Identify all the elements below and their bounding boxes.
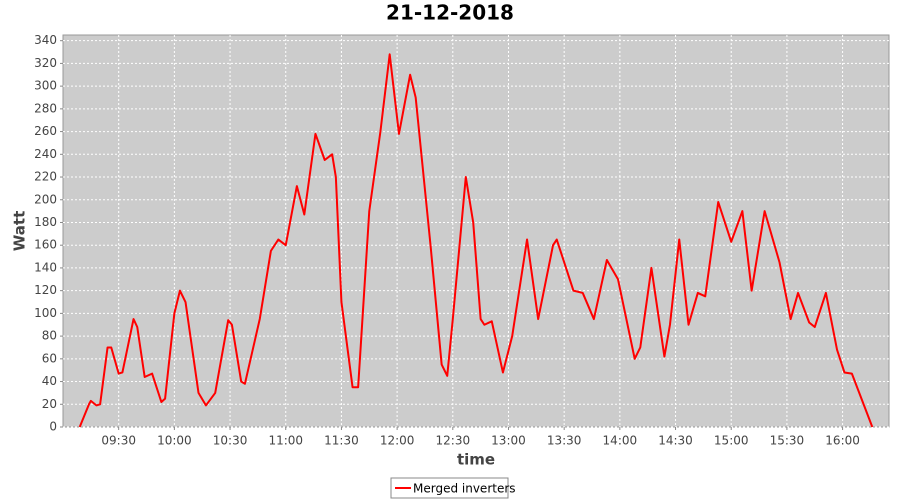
x-tick-label: 09:30 bbox=[101, 434, 136, 448]
y-tick-label: 340 bbox=[34, 33, 57, 47]
x-tick-label: 16:00 bbox=[825, 434, 860, 448]
data-line bbox=[78, 53, 874, 428]
x-axis-label: time bbox=[457, 451, 495, 469]
x-tick-label: 12:00 bbox=[380, 434, 415, 448]
x-tick-label: 15:00 bbox=[714, 434, 749, 448]
x-tick-label: 15:30 bbox=[770, 434, 805, 448]
legend-box bbox=[390, 477, 509, 499]
y-tick-label: 60 bbox=[42, 351, 57, 365]
y-tick-label: 240 bbox=[34, 147, 57, 161]
x-tick-label: 13:30 bbox=[547, 434, 582, 448]
y-tick-label: 100 bbox=[34, 306, 57, 320]
y-tick-label: 180 bbox=[34, 215, 57, 229]
x-tick-label: 13:00 bbox=[491, 434, 526, 448]
legend-label: Merged inverters bbox=[413, 482, 516, 496]
y-tick-label: 260 bbox=[34, 124, 57, 138]
y-tick-label: 200 bbox=[34, 192, 57, 206]
y-tick-label: 140 bbox=[34, 260, 57, 274]
x-tick-label: 11:30 bbox=[324, 434, 359, 448]
x-tick-label: 10:00 bbox=[157, 434, 192, 448]
y-axis-label: Watt bbox=[11, 211, 29, 251]
y-tick-label: 320 bbox=[34, 56, 57, 70]
y-tick-label: 220 bbox=[34, 170, 57, 184]
x-tick-label: 14:00 bbox=[603, 434, 638, 448]
x-tick-label: 12:30 bbox=[436, 434, 471, 448]
y-tick-label: 300 bbox=[34, 79, 57, 93]
plot-area bbox=[62, 34, 890, 428]
chart-title: 21-12-2018 bbox=[386, 1, 514, 25]
x-tick-label: 11:00 bbox=[268, 434, 303, 448]
legend: Merged inverters bbox=[390, 477, 516, 499]
y-tick-label: 20 bbox=[42, 397, 57, 411]
x-tick-label: 10:30 bbox=[213, 434, 248, 448]
y-tick-label: 120 bbox=[34, 283, 57, 297]
y-tick-label: 0 bbox=[49, 420, 57, 434]
x-tick-label: 14:30 bbox=[658, 434, 693, 448]
y-tick-label: 40 bbox=[42, 374, 57, 388]
y-tick-label: 280 bbox=[34, 101, 57, 115]
y-tick-label: 80 bbox=[42, 329, 57, 343]
y-tick-label: 160 bbox=[34, 238, 57, 252]
